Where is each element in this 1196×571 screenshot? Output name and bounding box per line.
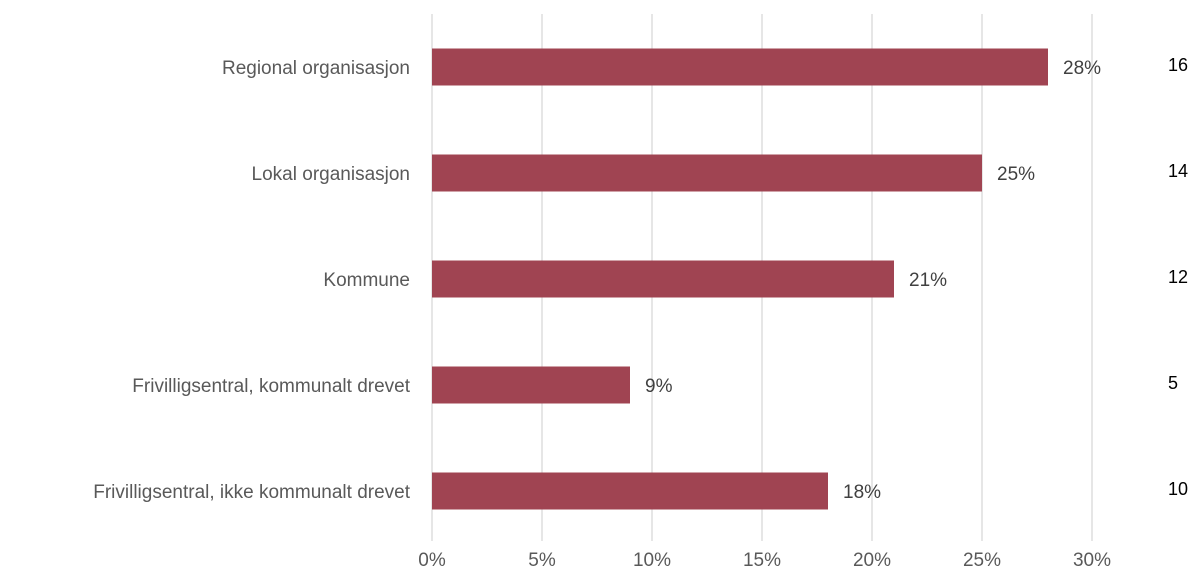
bars [432,48,1048,510]
category-label: Lokal organisasjon [252,164,410,185]
x-tick-label: 20% [853,550,891,571]
data-label: 25% [997,164,1035,185]
x-axis-tick-labels: 0% 5% 10% 15% 20% 25% 30% [418,550,1111,571]
data-label: 18% [843,482,881,503]
category-label: Kommune [323,270,410,291]
x-tick-label: 25% [963,550,1001,571]
x-tick-label: 15% [743,550,781,571]
count-label: 5 [1168,373,1178,393]
x-tick-label: 5% [528,550,556,571]
category-label: Frivilligsentral, ikke kommunalt drevet [93,482,410,503]
data-label: 9% [645,376,673,397]
category-label: Regional organisasjon [222,58,410,79]
bar [432,472,828,510]
count-label: 16 [1168,55,1188,75]
data-label: 28% [1063,58,1101,79]
data-label: 21% [909,270,947,291]
bar [432,154,982,192]
category-label: Frivilligsentral, kommunalt drevet [132,376,410,397]
x-tick-label: 10% [633,550,671,571]
x-tick-label: 0% [418,550,446,571]
bar [432,48,1048,86]
count-label: 12 [1168,267,1188,287]
bar [432,260,894,298]
bar [432,366,630,404]
count-label: 14 [1168,161,1188,181]
x-tick-label: 30% [1073,550,1111,571]
category-labels: Regional organisasjon Lokal organisasjon K… [93,58,410,503]
count-labels: 16 14 12 5 10 [1168,55,1188,499]
data-labels: 28% 25% 21% 9% 18% [645,58,1101,503]
count-label: 10 [1168,479,1188,499]
